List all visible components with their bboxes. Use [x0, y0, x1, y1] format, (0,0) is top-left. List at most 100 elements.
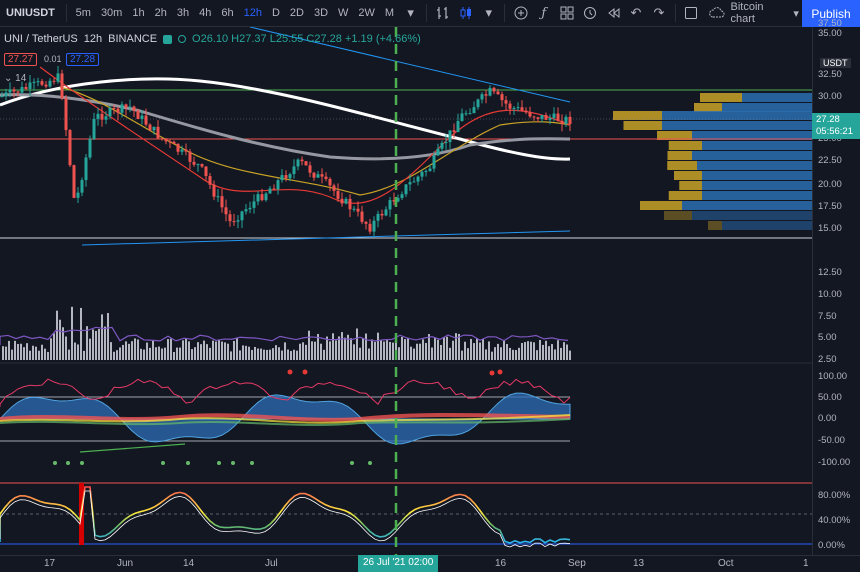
timeframe-4h[interactable]: 4h: [199, 7, 212, 19]
timeframe-m[interactable]: M: [384, 7, 395, 19]
candle-body: [360, 211, 364, 222]
bid-price-button[interactable]: 27.27: [4, 53, 38, 66]
timeframe-3d[interactable]: 3D: [313, 7, 329, 19]
volume-bar: [542, 344, 544, 360]
timeframe-2d[interactable]: 2D: [289, 7, 304, 19]
candle-body: [336, 190, 340, 199]
volume-profile-gold: [668, 141, 702, 150]
timeframe-d[interactable]: D: [271, 7, 280, 19]
candle-body: [436, 148, 440, 156]
stoch-label: 40.00%: [818, 515, 851, 526]
volume-bar: [149, 347, 151, 360]
osc-dot: [66, 461, 70, 465]
volume-bar: [350, 338, 352, 360]
timeframe-2w[interactable]: 2W: [358, 7, 375, 19]
volume-bar: [167, 339, 169, 360]
price-label: 37.50: [818, 18, 842, 29]
stochastic-pane: [0, 483, 812, 548]
volume-bar: [260, 348, 262, 360]
volume-profile-blue: [702, 141, 812, 150]
candle-body: [480, 94, 484, 100]
candle-style-icon[interactable]: [454, 2, 477, 24]
timeframe-30m[interactable]: 30m: [100, 7, 123, 19]
add-indicator-icon[interactable]: [509, 2, 532, 24]
replay-icon[interactable]: [601, 2, 624, 24]
chart-legend[interactable]: UNI / TetherUS 12h BINANCE O26.10 H27.37…: [4, 33, 421, 45]
candle-body: [176, 143, 180, 152]
volume-bar: [557, 340, 559, 360]
candle-body: [36, 81, 40, 83]
candle-body: [272, 188, 276, 190]
top-toolbar: UNIUSDT 5m 30m 1h 2h 3h 4h 6h 12h D 2D 3…: [0, 0, 860, 27]
candle-body: [564, 116, 568, 124]
timeframe-2h[interactable]: 2h: [154, 7, 167, 19]
volume-bar: [515, 350, 517, 360]
candle-body: [288, 174, 292, 179]
price-axis[interactable]: [812, 27, 860, 555]
candle-body: [128, 106, 132, 108]
volume-bar: [143, 349, 145, 360]
chevron-down-icon[interactable]: ▾: [407, 5, 414, 20]
quote-currency: USDT: [820, 58, 851, 68]
volume-bar: [47, 351, 49, 360]
timeframe-1h[interactable]: 1h: [132, 7, 145, 19]
volume-pane: [0, 306, 571, 360]
candle-body: [408, 182, 412, 185]
volume-bar: [59, 319, 61, 360]
candle-body: [316, 174, 320, 178]
timeframe-5m[interactable]: 5m: [75, 7, 91, 19]
volume-bar: [170, 338, 172, 360]
volume-bar: [425, 342, 427, 360]
volume-bar: [11, 349, 13, 360]
volume-bar: [560, 347, 562, 360]
timeframe-3h[interactable]: 3h: [176, 7, 190, 19]
oscillator-pane: [0, 369, 571, 465]
price-label: 17.50: [818, 201, 842, 212]
indicators-icon[interactable]: ƒ: [541, 5, 547, 21]
volume-bar: [95, 330, 97, 360]
volume-bar: [512, 349, 514, 360]
candle-body: [328, 178, 332, 186]
volume-bar: [521, 343, 523, 360]
candle-body: [120, 104, 124, 113]
candle-body: [236, 220, 240, 222]
timeframe-12h[interactable]: 12h: [243, 7, 262, 19]
volume-bar: [44, 348, 46, 360]
fullscreen-icon[interactable]: [679, 2, 702, 24]
ma-50-line: [59, 86, 571, 196]
chart-canvas[interactable]: [0, 27, 812, 555]
candle-body: [140, 115, 144, 119]
volume-bar: [32, 345, 34, 360]
volume-bar: [368, 348, 370, 360]
candle-body: [552, 113, 556, 118]
osc-dot: [53, 461, 57, 465]
undo-icon[interactable]: ↶: [630, 5, 642, 20]
chevron-down-icon[interactable]: ▾: [485, 5, 492, 20]
publish-button[interactable]: Publish: [802, 0, 860, 27]
volume-bar: [206, 344, 208, 360]
symbol-search[interactable]: UNIUSDT: [6, 7, 55, 19]
volume-bar: [482, 338, 484, 360]
redo-icon[interactable]: ↷: [653, 5, 665, 20]
osc-dot-red: [302, 369, 308, 375]
alert-icon[interactable]: [578, 2, 601, 24]
volume-bar: [344, 337, 346, 360]
templates-icon[interactable]: [555, 2, 578, 24]
timeframe-6h[interactable]: 6h: [221, 7, 234, 19]
volume-bar: [383, 341, 385, 360]
volume-bar: [524, 342, 526, 360]
indicator-collapse[interactable]: ⌄ 14: [4, 73, 26, 84]
volume-bar: [329, 341, 331, 360]
candle-body: [524, 110, 528, 113]
volume-bar: [305, 344, 307, 360]
volume-bar: [158, 346, 160, 360]
layout-selector[interactable]: Bitcoin chart ▾: [703, 1, 805, 25]
bar-style-icon[interactable]: [431, 2, 454, 24]
volume-bar: [77, 344, 79, 360]
ask-price-button[interactable]: 27.28: [66, 53, 100, 66]
candle-body: [548, 117, 552, 120]
toolbar-divider: [674, 4, 676, 22]
upper-trendline: [249, 27, 571, 103]
osc-label: 50.00: [818, 392, 842, 403]
timeframe-w[interactable]: W: [338, 7, 349, 19]
